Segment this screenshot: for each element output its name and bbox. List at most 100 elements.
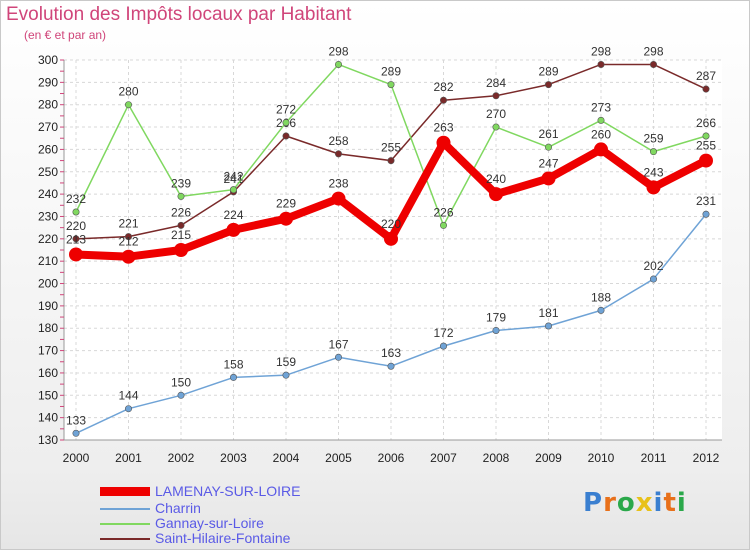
data-label-gannay-sur-loire: 259 bbox=[643, 132, 663, 146]
data-label-gannay-sur-loire: 273 bbox=[591, 100, 611, 114]
data-label-saint-hilaire-fontaine: 221 bbox=[118, 217, 138, 231]
x-tick-label: 2004 bbox=[273, 451, 300, 465]
legend-swatch-charrin bbox=[100, 508, 150, 510]
data-point-charrin bbox=[439, 342, 447, 350]
data-label-lamenay-sur-loire: 238 bbox=[328, 177, 348, 191]
x-tick-label: 2008 bbox=[483, 451, 510, 465]
data-point-lamenay-sur-loire bbox=[436, 135, 451, 150]
data-label-gannay-sur-loire: 272 bbox=[276, 103, 296, 117]
data-point-gannay-sur-loire bbox=[597, 116, 605, 124]
data-label-lamenay-sur-loire: 213 bbox=[66, 232, 86, 246]
data-label-lamenay-sur-loire: 243 bbox=[643, 165, 663, 179]
data-point-lamenay-sur-loire bbox=[121, 249, 136, 264]
y-tick-label: 140 bbox=[38, 411, 58, 425]
y-tick-label: 230 bbox=[38, 209, 58, 223]
data-point-charrin bbox=[230, 373, 238, 381]
data-point-charrin bbox=[387, 362, 395, 370]
data-label-lamenay-sur-loire: 260 bbox=[591, 127, 611, 141]
data-point-charrin bbox=[125, 405, 133, 413]
data-label-lamenay-sur-loire: 263 bbox=[433, 121, 453, 135]
x-tick-label: 2009 bbox=[535, 451, 562, 465]
legend-swatch-gannay bbox=[100, 523, 150, 525]
data-label-charrin: 181 bbox=[538, 306, 558, 320]
data-point-charrin bbox=[492, 326, 500, 334]
y-tick-label: 170 bbox=[38, 344, 58, 358]
data-point-gannay-sur-loire bbox=[649, 148, 657, 156]
data-label-saint-hilaire-fontaine: 298 bbox=[591, 44, 611, 58]
data-point-gannay-sur-loire bbox=[334, 60, 342, 68]
data-label-gannay-sur-loire: 289 bbox=[381, 65, 401, 79]
data-point-gannay-sur-loire bbox=[544, 143, 552, 151]
y-tick-label: 280 bbox=[38, 98, 58, 112]
data-label-lamenay-sur-loire: 220 bbox=[381, 217, 401, 231]
y-tick-label: 290 bbox=[38, 75, 58, 89]
data-label-lamenay-sur-loire: 215 bbox=[171, 228, 191, 242]
data-point-gannay-sur-loire bbox=[702, 132, 710, 140]
data-point-lamenay-sur-loire bbox=[646, 180, 661, 195]
data-point-lamenay-sur-loire bbox=[699, 153, 713, 168]
logo-letter: i bbox=[653, 488, 664, 518]
data-label-gannay-sur-loire: 261 bbox=[538, 127, 558, 141]
data-label-saint-hilaire-fontaine: 255 bbox=[381, 141, 401, 155]
data-label-charrin: 179 bbox=[486, 310, 506, 324]
x-tick-label: 2000 bbox=[63, 451, 90, 465]
data-label-saint-hilaire-fontaine: 226 bbox=[171, 205, 191, 219]
data-point-lamenay-sur-loire bbox=[541, 171, 556, 186]
data-point-saint-hilaire-fontaine bbox=[439, 96, 447, 104]
x-tick-label: 2001 bbox=[115, 451, 142, 465]
logo-letter: r bbox=[603, 488, 617, 518]
x-tick-label: 2003 bbox=[220, 451, 247, 465]
x-tick-label: 2011 bbox=[641, 451, 667, 465]
y-tick-label: 190 bbox=[38, 299, 58, 313]
logo-letter: i bbox=[676, 488, 687, 518]
y-tick-label: 150 bbox=[38, 388, 58, 402]
data-point-charrin bbox=[702, 210, 710, 218]
data-point-lamenay-sur-loire bbox=[384, 231, 398, 246]
data-point-gannay-sur-loire bbox=[387, 81, 395, 89]
y-tick-label: 270 bbox=[38, 120, 58, 134]
data-point-saint-hilaire-fontaine bbox=[387, 157, 395, 165]
data-point-charrin bbox=[72, 429, 80, 437]
data-point-gannay-sur-loire bbox=[125, 101, 133, 109]
x-tick-label: 2012 bbox=[693, 451, 720, 465]
data-label-saint-hilaire-fontaine: 284 bbox=[486, 76, 506, 90]
data-label-saint-hilaire-fontaine: 220 bbox=[66, 219, 86, 233]
data-label-lamenay-sur-loire: 255 bbox=[696, 139, 716, 153]
data-point-charrin bbox=[334, 353, 342, 361]
data-label-lamenay-sur-loire: 212 bbox=[118, 235, 138, 249]
logo-letter: o bbox=[616, 488, 636, 518]
data-label-saint-hilaire-fontaine: 258 bbox=[328, 134, 348, 148]
data-point-gannay-sur-loire bbox=[230, 186, 238, 194]
data-point-gannay-sur-loire bbox=[282, 119, 290, 127]
data-label-gannay-sur-loire: 270 bbox=[486, 107, 506, 121]
y-tick-label: 160 bbox=[38, 366, 58, 380]
data-label-charrin: 159 bbox=[276, 355, 296, 369]
data-label-lamenay-sur-loire: 240 bbox=[486, 172, 506, 186]
data-point-charrin bbox=[282, 371, 290, 379]
y-tick-label: 240 bbox=[38, 187, 58, 201]
data-point-lamenay-sur-loire bbox=[226, 222, 241, 237]
data-point-lamenay-sur-loire bbox=[594, 142, 608, 157]
data-label-gannay-sur-loire: 232 bbox=[66, 192, 86, 206]
y-tick-label: 260 bbox=[38, 142, 58, 156]
legend-label-charrin: Charrin bbox=[155, 500, 201, 516]
data-label-saint-hilaire-fontaine: 282 bbox=[433, 80, 453, 94]
y-tick-label: 250 bbox=[38, 165, 58, 179]
data-point-gannay-sur-loire bbox=[72, 208, 80, 216]
data-point-saint-hilaire-fontaine bbox=[649, 60, 657, 68]
x-tick-label: 2006 bbox=[378, 451, 405, 465]
legend-label-lamenay: LAMENAY-SUR-LOIRE bbox=[155, 483, 301, 499]
data-label-lamenay-sur-loire: 229 bbox=[276, 197, 296, 211]
data-point-lamenay-sur-loire bbox=[489, 187, 503, 202]
y-tick-label: 210 bbox=[38, 254, 58, 268]
proxiti-logo: Proxiti bbox=[583, 488, 687, 518]
data-point-saint-hilaire-fontaine bbox=[492, 92, 500, 100]
data-point-saint-hilaire-fontaine bbox=[334, 150, 342, 158]
data-point-charrin bbox=[597, 306, 605, 314]
data-label-lamenay-sur-loire: 247 bbox=[538, 156, 558, 170]
data-label-gannay-sur-loire: 266 bbox=[696, 116, 716, 130]
data-point-lamenay-sur-loire bbox=[174, 243, 188, 257]
legend-label-saint-hilaire: Saint-Hilaire-Fontaine bbox=[155, 530, 291, 546]
data-point-saint-hilaire-fontaine bbox=[177, 221, 185, 229]
